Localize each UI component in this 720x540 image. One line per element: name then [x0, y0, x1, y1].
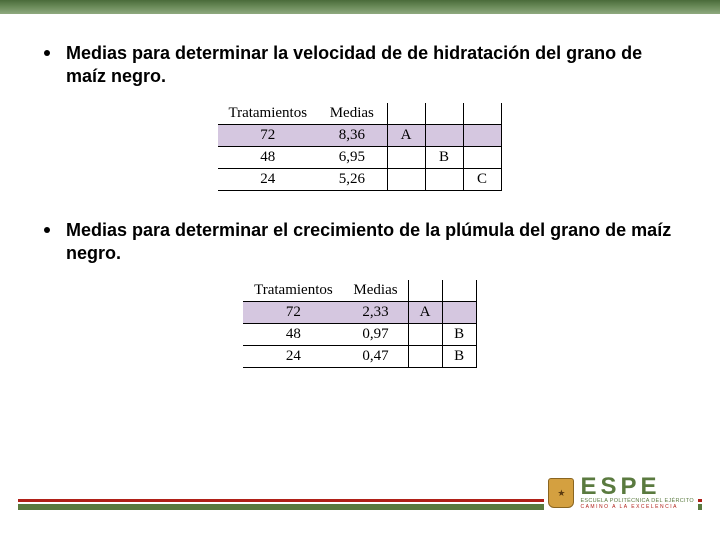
table-row: Tratamientos Medias [243, 280, 476, 302]
logo-main: ESPE [580, 476, 694, 498]
table-row: 48 0,97 B [243, 323, 476, 345]
header-bar [0, 0, 720, 14]
bullet-1: Medias para determinar la velocidad de d… [44, 42, 676, 89]
table-2-wrap: Tratamientos Medias 72 2,33 A 48 0,97 B … [44, 280, 676, 368]
bullet-dot-icon [44, 50, 50, 56]
table-1: Tratamientos Medias 72 8,36 A 48 6,95 B [218, 103, 501, 191]
table-row: 48 6,95 B [218, 146, 501, 168]
th-medias: Medias [317, 103, 387, 125]
espe-logo: ★ ESPE ESCUELA POLITÉCNICA DEL EJÉRCITO … [544, 474, 698, 512]
bullet-2: Medias para determinar el crecimiento de… [44, 219, 676, 266]
bullet-dot-icon [44, 227, 50, 233]
th-tratamientos: Tratamientos [243, 280, 343, 302]
footer: ★ ESPE ESCUELA POLITÉCNICA DEL EJÉRCITO … [0, 499, 720, 510]
table-1-wrap: Tratamientos Medias 72 8,36 A 48 6,95 B [44, 103, 676, 191]
th-medias: Medias [343, 280, 408, 302]
th-tratamientos: Tratamientos [218, 103, 317, 125]
bullet-1-text: Medias para determinar la velocidad de d… [66, 42, 676, 89]
slide-content: Medias para determinar la velocidad de d… [0, 14, 720, 368]
shield-icon: ★ [548, 478, 574, 508]
table-row: 24 5,26 C [218, 168, 501, 190]
bullet-2-text: Medias para determinar el crecimiento de… [66, 219, 676, 266]
logo-text: ESPE ESCUELA POLITÉCNICA DEL EJÉRCITO CA… [580, 476, 694, 510]
table-row: Tratamientos Medias [218, 103, 501, 125]
logo-sub2: CAMINO A LA EXCELENCIA [580, 504, 694, 510]
table-2: Tratamientos Medias 72 2,33 A 48 0,97 B … [243, 280, 476, 368]
table-row: 72 8,36 A [218, 124, 501, 146]
table-row: 72 2,33 A [243, 301, 476, 323]
table-row: 24 0,47 B [243, 345, 476, 367]
